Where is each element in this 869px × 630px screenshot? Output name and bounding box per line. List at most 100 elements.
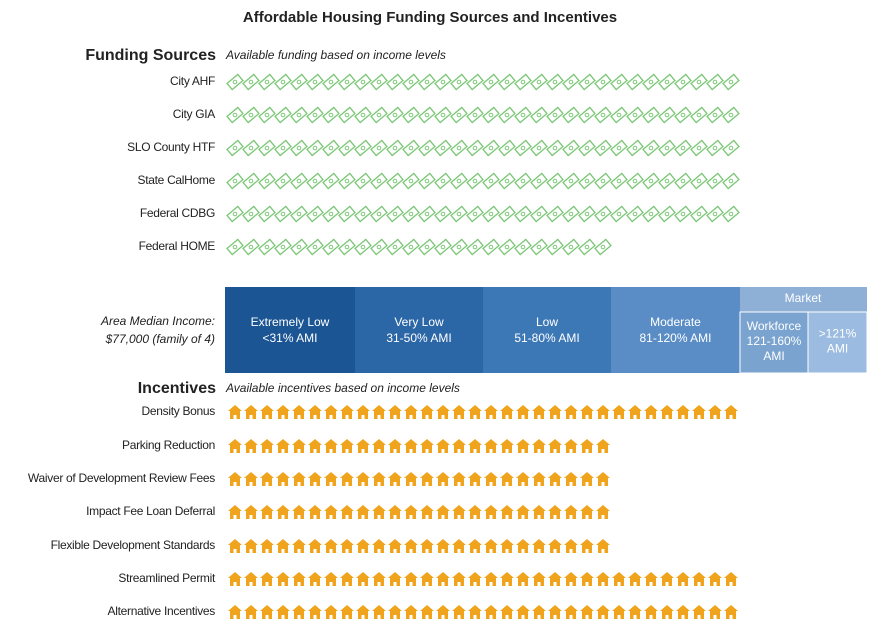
money-icon bbox=[706, 106, 724, 124]
money-icon bbox=[434, 172, 452, 190]
money-icon bbox=[498, 205, 516, 223]
money-bill bbox=[338, 73, 356, 91]
money-dot bbox=[456, 112, 462, 118]
house-icon bbox=[580, 505, 594, 519]
money-icon bbox=[578, 73, 596, 91]
money-dot bbox=[344, 211, 350, 217]
money-bill bbox=[690, 73, 708, 91]
funding-row-label: Federal HOME bbox=[139, 239, 216, 253]
money-bill bbox=[434, 238, 452, 256]
house-icon bbox=[324, 505, 338, 519]
money-icon bbox=[418, 205, 436, 223]
house-icon bbox=[612, 605, 626, 619]
money-bill bbox=[546, 106, 564, 124]
money-dot bbox=[328, 244, 334, 250]
house-icon bbox=[324, 405, 338, 419]
house-icon bbox=[468, 439, 482, 453]
money-icon bbox=[290, 139, 308, 157]
house-icon bbox=[564, 405, 578, 419]
money-icon bbox=[610, 205, 628, 223]
incentives-heading: Incentives bbox=[138, 380, 216, 397]
house-icon bbox=[292, 505, 306, 519]
band-name: Moderate bbox=[650, 315, 701, 329]
money-bill bbox=[418, 106, 436, 124]
house-icon bbox=[548, 539, 562, 553]
money-icon bbox=[434, 205, 452, 223]
money-dot bbox=[440, 79, 446, 85]
house-icon bbox=[228, 505, 242, 519]
money-dot bbox=[232, 244, 238, 250]
house-icon bbox=[404, 439, 418, 453]
house-icon bbox=[436, 572, 450, 586]
market-subband bbox=[739, 311, 809, 374]
house-icon bbox=[244, 572, 258, 586]
money-dot bbox=[360, 244, 366, 250]
money-icon bbox=[418, 172, 436, 190]
money-icon bbox=[370, 238, 388, 256]
house-icon bbox=[500, 572, 514, 586]
money-bill bbox=[370, 238, 388, 256]
money-dot bbox=[488, 211, 494, 217]
house-icon bbox=[372, 472, 386, 486]
money-dot bbox=[520, 112, 526, 118]
house-icon bbox=[500, 505, 514, 519]
money-bill bbox=[498, 172, 516, 190]
house-icon bbox=[276, 572, 290, 586]
house-icon bbox=[260, 439, 274, 453]
money-icon bbox=[690, 205, 708, 223]
money-icon bbox=[530, 172, 548, 190]
money-icon bbox=[274, 238, 292, 256]
money-dot bbox=[456, 79, 462, 85]
money-bill bbox=[354, 73, 372, 91]
money-bill bbox=[514, 106, 532, 124]
money-bill bbox=[498, 73, 516, 91]
money-bill bbox=[722, 172, 740, 190]
house-icon bbox=[324, 605, 338, 619]
money-icon bbox=[450, 139, 468, 157]
money-bill bbox=[354, 139, 372, 157]
money-dot bbox=[280, 79, 286, 85]
money-icon bbox=[386, 238, 404, 256]
house-icon bbox=[372, 539, 386, 553]
house-icon bbox=[484, 439, 498, 453]
money-icon bbox=[226, 106, 244, 124]
house-icon bbox=[420, 539, 434, 553]
money-icon bbox=[722, 106, 740, 124]
money-bill bbox=[514, 172, 532, 190]
incentive-row-label: Impact Fee Loan Deferral bbox=[86, 504, 215, 518]
money-bill bbox=[274, 172, 292, 190]
money-icon bbox=[642, 139, 660, 157]
money-bill bbox=[706, 139, 724, 157]
money-bill bbox=[418, 73, 436, 91]
money-bill bbox=[274, 106, 292, 124]
house-icon bbox=[548, 439, 562, 453]
money-icon bbox=[466, 106, 484, 124]
money-bill bbox=[434, 106, 452, 124]
money-bill bbox=[546, 238, 564, 256]
house-icon bbox=[420, 605, 434, 619]
money-icon bbox=[578, 106, 596, 124]
house-icon bbox=[516, 539, 530, 553]
money-icon bbox=[434, 73, 452, 91]
house-icon bbox=[468, 539, 482, 553]
money-bill bbox=[434, 172, 452, 190]
house-icon bbox=[516, 605, 530, 619]
money-icon bbox=[242, 172, 260, 190]
band-range: 81-120% AMI bbox=[639, 331, 711, 345]
money-dot bbox=[712, 145, 718, 151]
money-dot bbox=[552, 112, 558, 118]
money-bill bbox=[642, 205, 660, 223]
money-icon bbox=[530, 73, 548, 91]
money-dot bbox=[312, 178, 318, 184]
money-bill bbox=[402, 238, 420, 256]
house-icon bbox=[596, 539, 610, 553]
house-icon bbox=[340, 605, 354, 619]
band-name: Low bbox=[536, 315, 558, 329]
house-icon bbox=[596, 405, 610, 419]
money-icon bbox=[274, 172, 292, 190]
money-icon bbox=[402, 172, 420, 190]
money-bill bbox=[514, 139, 532, 157]
house-icon bbox=[276, 605, 290, 619]
money-dot bbox=[520, 145, 526, 151]
money-dot bbox=[536, 145, 542, 151]
